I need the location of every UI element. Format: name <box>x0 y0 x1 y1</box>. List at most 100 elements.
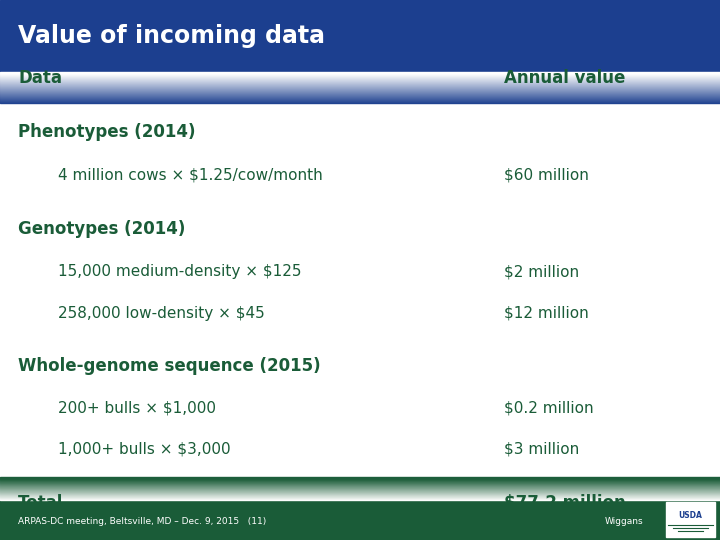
Bar <box>0 493 720 494</box>
Bar <box>0 85 720 86</box>
Bar <box>0 73 720 75</box>
Bar <box>0 485 720 486</box>
Text: 1,000+ bulls × $3,000: 1,000+ bulls × $3,000 <box>58 442 230 457</box>
Bar <box>0 98 720 99</box>
Bar <box>0 497 720 498</box>
Bar <box>0 489 720 490</box>
Text: 15,000 medium-density × $125: 15,000 medium-density × $125 <box>58 264 301 279</box>
Text: $0.2 million: $0.2 million <box>504 400 593 415</box>
Bar <box>0 480 720 481</box>
Bar <box>0 496 720 497</box>
Text: ARPAS-DC meeting, Beltsville, MD – Dec. 9, 2015   (11): ARPAS-DC meeting, Beltsville, MD – Dec. … <box>18 517 266 526</box>
Bar <box>0 84 720 85</box>
Bar <box>0 485 720 486</box>
Bar <box>0 498 720 499</box>
Bar <box>0 495 720 496</box>
Bar <box>0 78 720 79</box>
Bar <box>0 94 720 96</box>
Bar <box>0 99 720 100</box>
Text: USDA: USDA <box>678 511 703 520</box>
Text: $77.2 million: $77.2 million <box>504 494 626 512</box>
Bar <box>0 82 720 83</box>
Bar <box>0 97 720 98</box>
Text: 258,000 low-density × $45: 258,000 low-density × $45 <box>58 306 264 321</box>
Bar <box>0 76 720 77</box>
Bar <box>0 75 720 76</box>
Text: Wiggans: Wiggans <box>605 517 644 526</box>
Bar <box>0 86 720 87</box>
Bar <box>0 93 720 94</box>
Bar <box>0 76 720 77</box>
Bar <box>0 483 720 484</box>
Text: $12 million: $12 million <box>504 306 589 321</box>
Bar <box>0 482 720 483</box>
Bar <box>0 493 720 494</box>
Bar <box>0 484 720 485</box>
Bar <box>0 491 720 492</box>
Bar <box>0 81 720 82</box>
Bar <box>0 82 720 83</box>
Bar <box>0 84 720 85</box>
Bar <box>0 479 720 480</box>
Bar <box>0 91 720 92</box>
Bar <box>0 482 720 483</box>
Bar <box>0 85 720 86</box>
Text: Whole-genome sequence (2015): Whole-genome sequence (2015) <box>18 357 320 375</box>
Bar <box>0 77 720 78</box>
Bar <box>0 96 720 97</box>
Bar <box>0 92 720 93</box>
Bar <box>0 491 720 492</box>
Bar <box>0 489 720 490</box>
Bar <box>0 90 720 91</box>
Bar <box>0 482 720 483</box>
Bar <box>0 93 720 94</box>
Bar <box>0 79 720 80</box>
Bar <box>0 90 720 91</box>
Text: $3 million: $3 million <box>504 442 580 457</box>
Bar <box>0 497 720 498</box>
Bar <box>0 484 720 485</box>
Bar <box>0 87 720 88</box>
Bar <box>0 490 720 491</box>
Bar <box>0 99 720 100</box>
Bar <box>0 494 720 495</box>
Text: Genotypes (2014): Genotypes (2014) <box>18 220 185 239</box>
Bar <box>0 481 720 482</box>
Bar <box>0 87 720 88</box>
Text: 200+ bulls × $1,000: 200+ bulls × $1,000 <box>58 400 215 415</box>
Bar <box>0 488 720 489</box>
Text: Annual value: Annual value <box>504 69 626 87</box>
Bar <box>0 494 720 495</box>
Bar <box>0 94 720 95</box>
Text: $60 million: $60 million <box>504 168 589 183</box>
Bar <box>0 77 720 78</box>
Bar <box>0 74 720 75</box>
Bar <box>0 95 720 96</box>
Bar <box>0 89 720 90</box>
Bar <box>0 477 720 478</box>
Bar <box>0 100 720 102</box>
Bar <box>0 479 720 480</box>
Bar <box>0 494 720 495</box>
Bar <box>666 502 715 537</box>
Bar <box>0 93 720 94</box>
Text: Phenotypes (2014): Phenotypes (2014) <box>18 123 196 141</box>
Bar <box>0 495 720 496</box>
Bar <box>0 97 720 98</box>
Bar <box>0 498 720 500</box>
Bar <box>0 483 720 484</box>
Bar <box>0 92 720 93</box>
Bar <box>0 79 720 80</box>
Bar <box>0 80 720 82</box>
Bar <box>0 480 720 481</box>
Bar <box>0 497 720 498</box>
Bar <box>0 490 720 491</box>
Bar <box>0 481 720 482</box>
Bar <box>0 75 720 76</box>
Bar <box>0 96 720 97</box>
Bar <box>0 492 720 494</box>
Bar <box>0 496 720 497</box>
Bar <box>0 498 720 499</box>
Bar <box>0 83 720 84</box>
Bar <box>0 91 720 92</box>
